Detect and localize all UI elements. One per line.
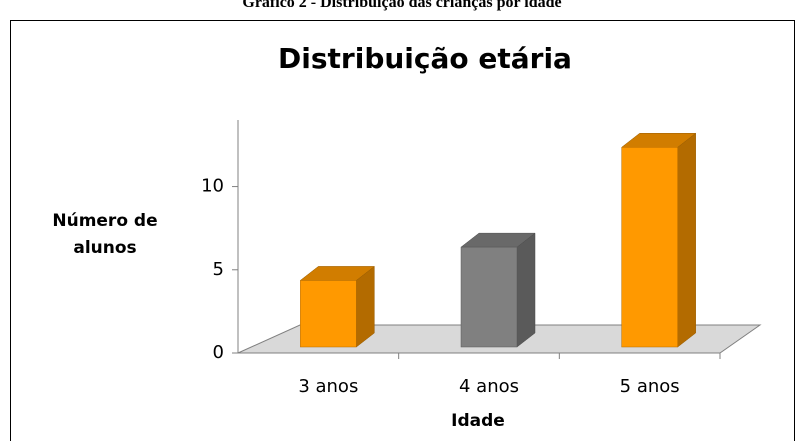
y-axis-label: Número de alunos [52, 211, 158, 258]
chart-title: Distribuição etária [278, 42, 572, 75]
bar [460, 246, 518, 348]
y-tick-label: 5 [213, 259, 224, 280]
x-tick-label: 5 anos [620, 376, 680, 397]
x-tick-label: 4 anos [459, 376, 519, 397]
bar-side [677, 132, 696, 348]
y-tick-label: 0 [213, 342, 224, 363]
x-axis-label: Idade [451, 411, 505, 431]
x-tick-label: 3 anos [298, 376, 358, 397]
y-tick-label: 10 [201, 176, 224, 197]
bar [621, 147, 678, 348]
bar-side [516, 232, 536, 348]
caption: Gráfico 2 - Distribuição das crianças po… [242, 0, 562, 11]
bar [300, 280, 357, 348]
